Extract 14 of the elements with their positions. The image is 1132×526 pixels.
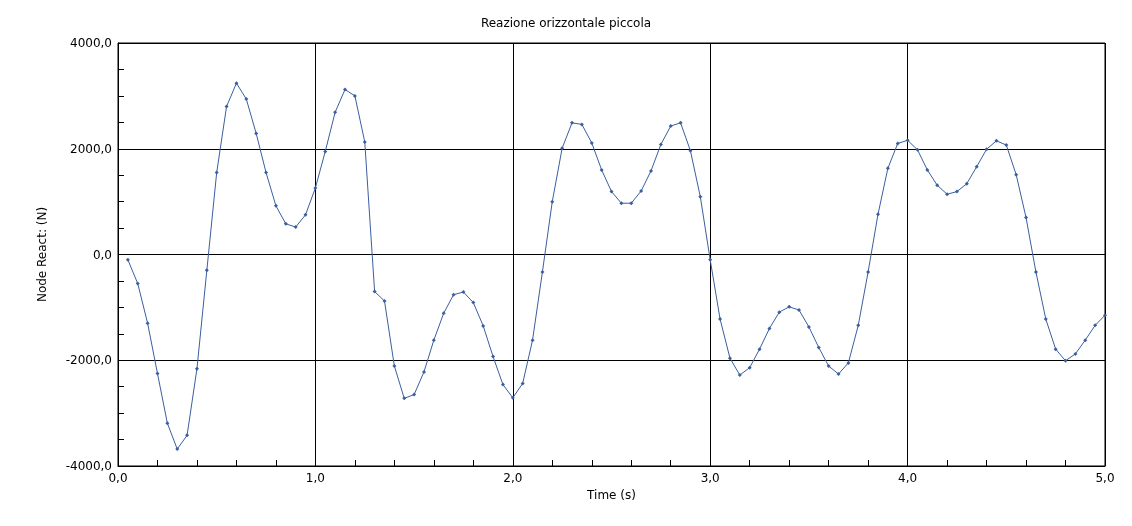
y-tick-label: -2000,0 <box>65 353 112 368</box>
y-tick-label: 4000,0 <box>70 36 112 50</box>
x-tick-label: 1,0 <box>305 471 325 485</box>
x-tick-label: 2,0 <box>503 471 523 485</box>
y-tick-label: -4000,0 <box>65 459 112 473</box>
x-tick-label: 4,0 <box>898 471 918 485</box>
x-axis-title: Time (s) <box>586 487 636 502</box>
y-axis-title: Node React: (N) <box>35 206 49 303</box>
y-tick-label: 2000,0 <box>70 141 112 156</box>
y-tick-label: 0,0 <box>92 247 112 262</box>
x-tick-label: 0,0 <box>108 471 128 485</box>
x-tick-label: 3,0 <box>700 471 720 485</box>
chart-title: Reazione orizzontale piccola <box>480 16 652 30</box>
x-tick-label: 5,0 <box>1095 471 1115 485</box>
